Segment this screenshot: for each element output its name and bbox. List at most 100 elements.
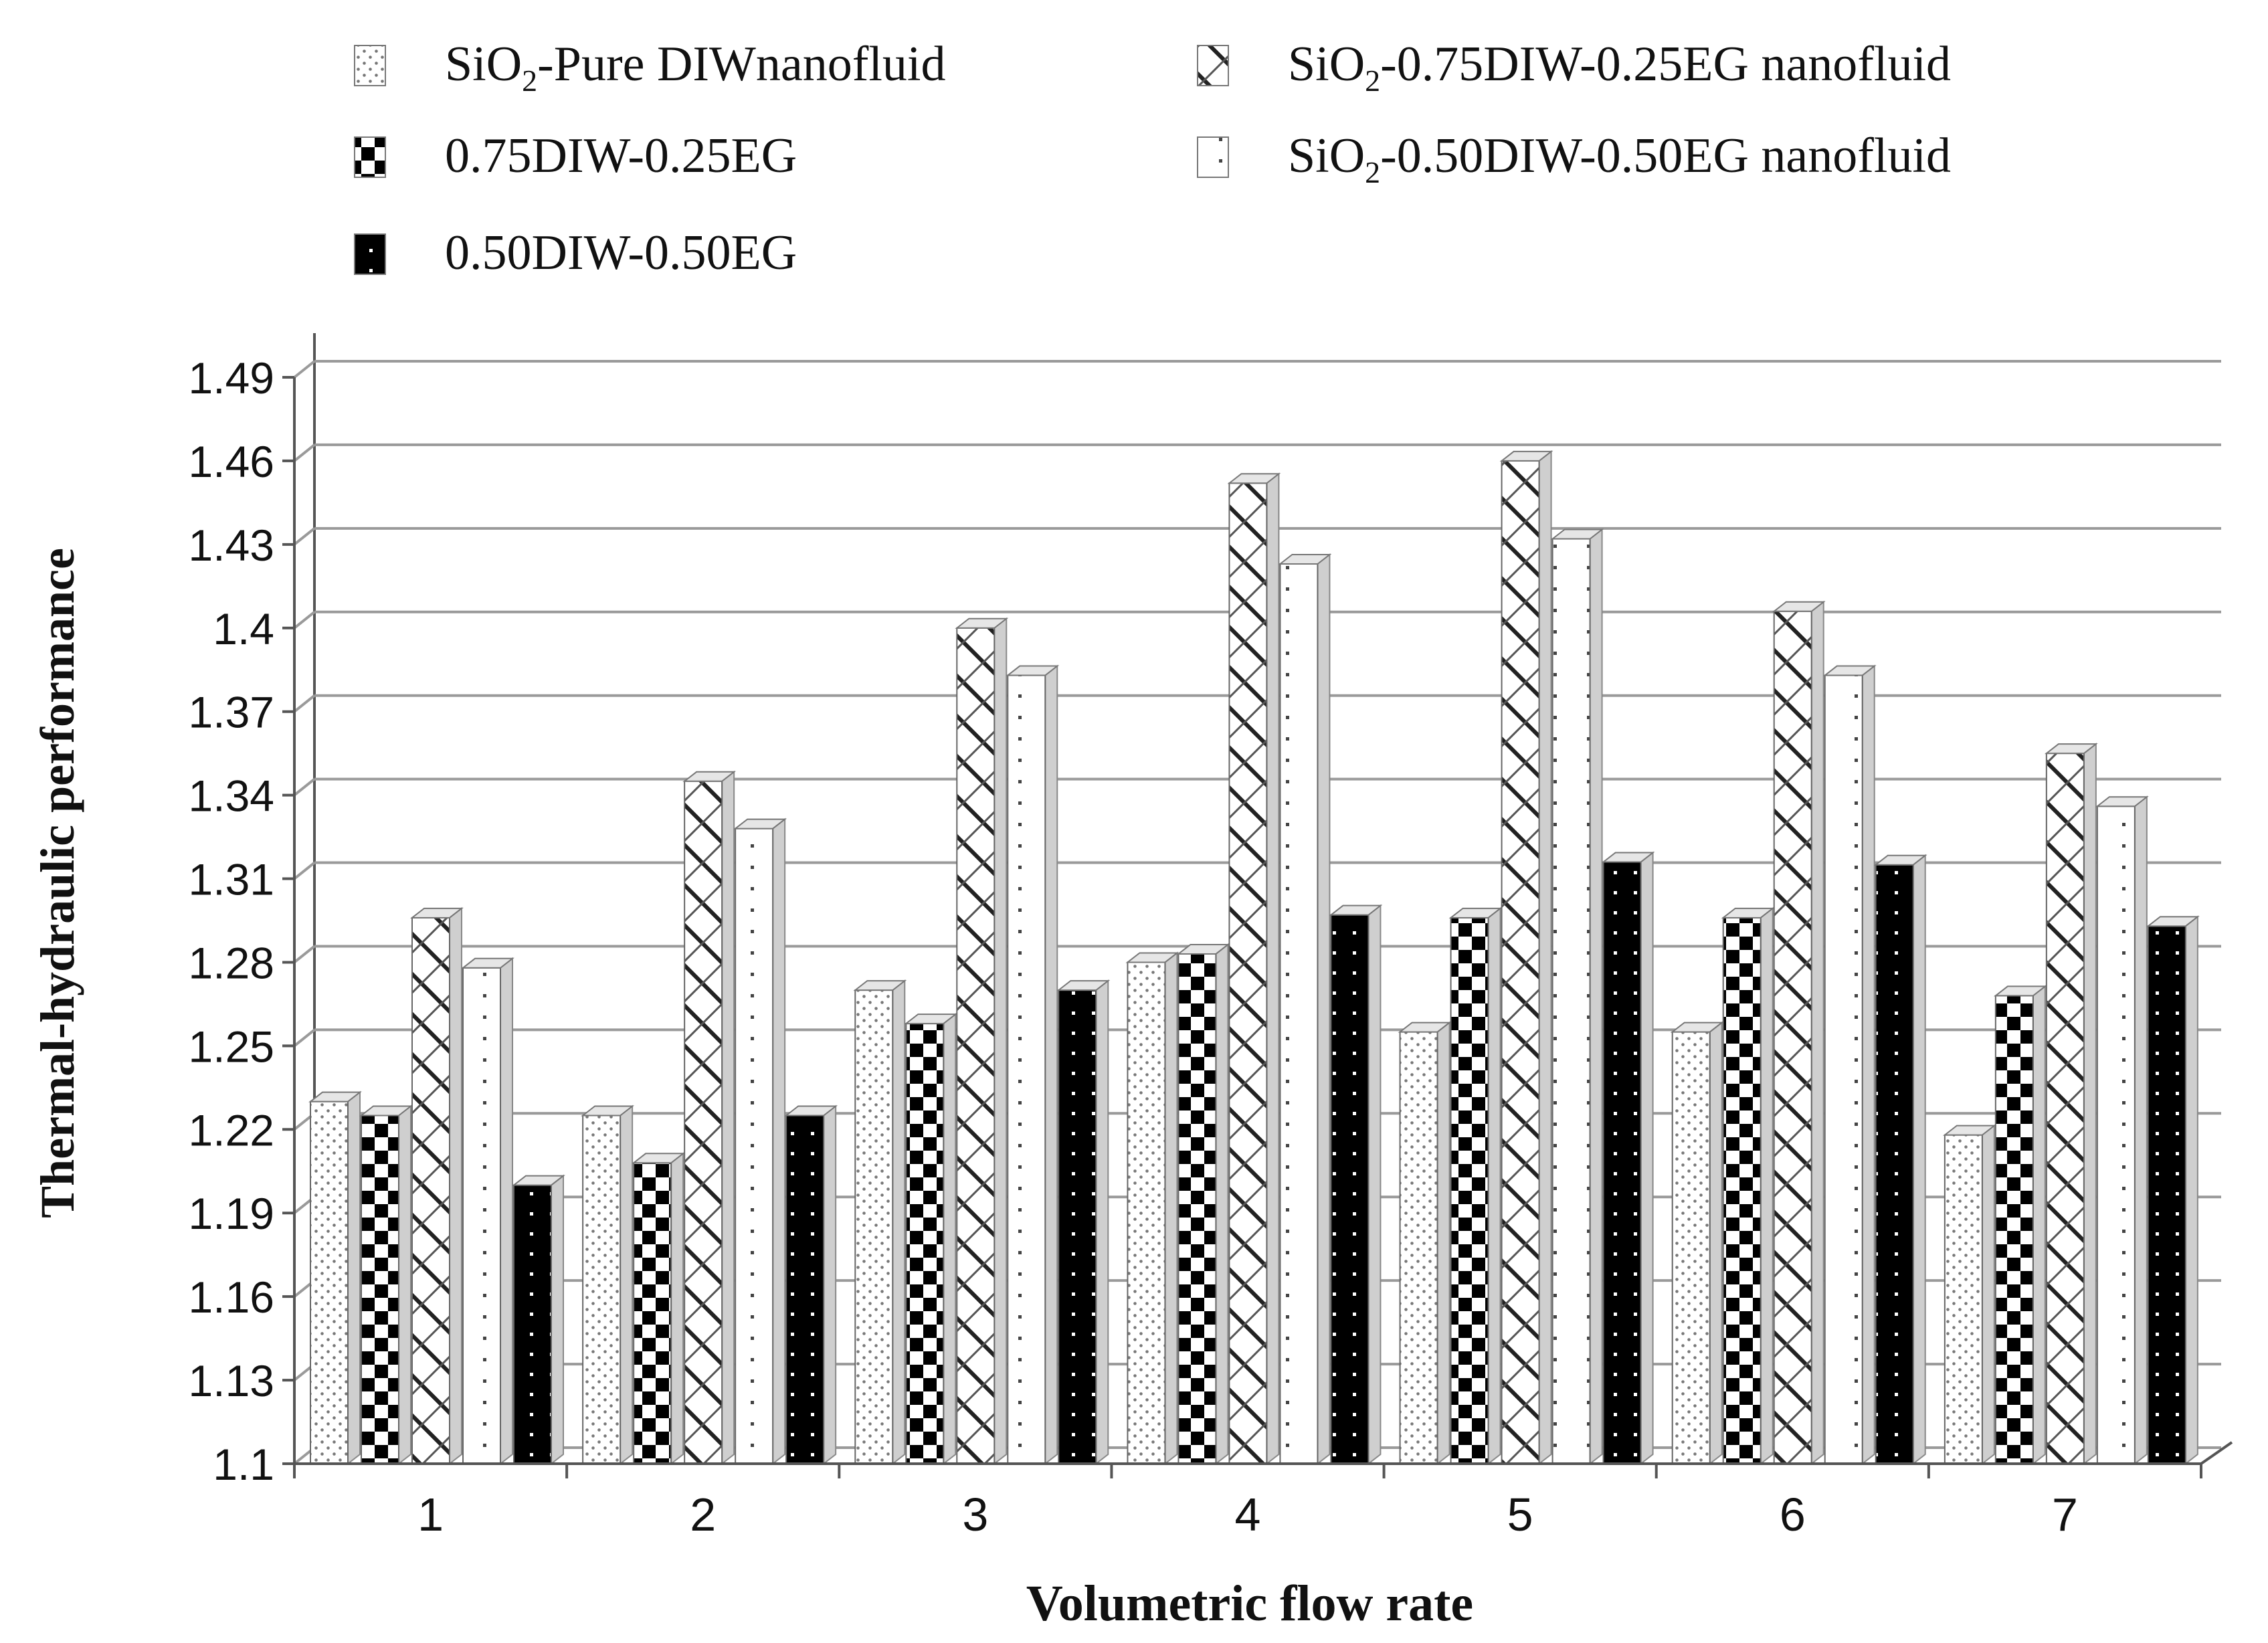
bar bbox=[2146, 915, 2200, 1466]
bar-top bbox=[1125, 952, 1179, 963]
bar-side bbox=[1912, 854, 1926, 1466]
bar bbox=[2044, 743, 2098, 1466]
y-tick-label: 1.4 bbox=[213, 604, 274, 654]
x-tick-label: 6 bbox=[1780, 1488, 1806, 1541]
bar-side bbox=[1760, 906, 1774, 1466]
bar-side bbox=[1640, 851, 1654, 1466]
bar-front bbox=[1602, 861, 1642, 1464]
bar bbox=[2095, 795, 2149, 1466]
bar bbox=[955, 617, 1009, 1466]
bar-front bbox=[1501, 460, 1540, 1464]
bar-side bbox=[1589, 528, 1603, 1466]
bar-top bbox=[410, 907, 464, 919]
y-tick-label: 1.34 bbox=[189, 771, 274, 821]
bar bbox=[682, 770, 737, 1466]
y-tick-label: 1.49 bbox=[189, 353, 274, 403]
legend-item: SiO2-0.75DIW-0.25EG nanofluid bbox=[1197, 37, 1951, 98]
bar bbox=[1942, 1124, 1996, 1466]
gridline-diagonal bbox=[293, 945, 316, 964]
legend-swatch bbox=[1197, 136, 1229, 178]
bar-front bbox=[684, 780, 723, 1465]
legend-item: 0.75DIW-0.25EG bbox=[354, 128, 797, 183]
bar-top bbox=[1398, 1022, 1452, 1033]
x-tick-label: 1 bbox=[417, 1488, 444, 1541]
bar-side bbox=[670, 1152, 684, 1466]
bar bbox=[1499, 450, 1553, 1466]
bar bbox=[308, 1090, 362, 1466]
bar-top bbox=[2095, 796, 2149, 807]
y-tick-label: 1.1 bbox=[213, 1440, 274, 1489]
gridline-diagonal bbox=[293, 1028, 316, 1047]
x-tick-label: 3 bbox=[962, 1488, 988, 1541]
bar-side bbox=[347, 1090, 361, 1466]
bar-top bbox=[784, 1105, 838, 1117]
y-tick-label: 1.43 bbox=[189, 520, 274, 570]
bar bbox=[904, 1013, 958, 1466]
bar bbox=[1993, 985, 2047, 1466]
gridline-diagonal bbox=[293, 444, 316, 462]
bar-top bbox=[512, 1175, 565, 1186]
bar-front bbox=[1671, 1031, 1711, 1464]
legend-label-rest: -Pure DIWnanofluid bbox=[537, 37, 945, 92]
bar-top bbox=[1721, 907, 1775, 919]
bar-front bbox=[361, 1115, 399, 1464]
bar-front bbox=[956, 627, 996, 1464]
legend-label: SiO2-0.50DIW-0.50EG nanofluid bbox=[1288, 128, 1951, 189]
bar-side bbox=[2083, 743, 2097, 1466]
bar-side bbox=[1709, 1021, 1723, 1466]
bar-front bbox=[1399, 1031, 1438, 1464]
x-tick-label: 2 bbox=[690, 1488, 716, 1541]
legend-item: SiO2-Pure DIWnanofluid bbox=[354, 37, 945, 98]
bar-side bbox=[2184, 915, 2198, 1466]
bar-side bbox=[2134, 795, 2148, 1466]
x-axis-label: Volumetric flow rate bbox=[1026, 1575, 1473, 1632]
legend-item: 0.50DIW-0.50EG bbox=[354, 225, 797, 280]
y-axis-label: Thermal-hydraulic performance bbox=[31, 548, 84, 1218]
y-tick-label: 1.19 bbox=[189, 1189, 274, 1238]
bar bbox=[784, 1104, 838, 1466]
bar-front bbox=[854, 989, 894, 1464]
y-tick-label: 1.28 bbox=[189, 938, 274, 987]
bar-side bbox=[551, 1174, 564, 1466]
bar-front bbox=[513, 1184, 552, 1464]
legend-label: 0.75DIW-0.25EG bbox=[445, 128, 797, 183]
bar-top bbox=[1056, 980, 1111, 991]
bar-top bbox=[955, 617, 1009, 629]
bar-front bbox=[1228, 482, 1268, 1465]
bar-side bbox=[2032, 985, 2046, 1466]
bar-top bbox=[904, 1013, 958, 1025]
bar-top bbox=[1822, 665, 1877, 676]
floor-edge bbox=[2200, 1441, 2233, 1465]
bar bbox=[1125, 951, 1179, 1466]
legend-swatch bbox=[354, 136, 386, 178]
bar-top bbox=[1006, 665, 1060, 676]
legend-label-main: 0.50DIW-0.50EG bbox=[445, 225, 797, 280]
bar-front bbox=[462, 967, 501, 1465]
legend-label-main: SiO bbox=[445, 37, 522, 92]
y-tick-label: 1.46 bbox=[189, 437, 274, 486]
bar-top bbox=[1227, 473, 1281, 484]
bar-side bbox=[620, 1104, 634, 1466]
bar-side bbox=[943, 1013, 957, 1466]
y-tick-label: 1.25 bbox=[189, 1022, 274, 1071]
bar-top bbox=[308, 1091, 362, 1102]
bar bbox=[1550, 528, 1604, 1466]
bar-front bbox=[1279, 563, 1319, 1464]
bar-front bbox=[1058, 989, 1097, 1464]
bar-side bbox=[1215, 943, 1229, 1466]
bar-top bbox=[1448, 907, 1503, 919]
bar-side bbox=[1487, 906, 1501, 1466]
x-tick-label: 4 bbox=[1235, 1488, 1261, 1541]
bar-side bbox=[1538, 450, 1552, 1466]
legend-label-subscript: 2 bbox=[1365, 155, 1380, 189]
bar bbox=[1056, 979, 1111, 1466]
legend-label-rest: -0.50DIW-0.50EG nanofluid bbox=[1380, 128, 1951, 183]
bar-side bbox=[892, 979, 906, 1466]
x-tick-label: 5 bbox=[1507, 1488, 1533, 1541]
legend-swatch bbox=[354, 45, 386, 86]
bar-top bbox=[733, 818, 787, 830]
bar-top bbox=[1942, 1125, 1996, 1136]
bar-side bbox=[1436, 1021, 1450, 1466]
bar-top bbox=[1176, 943, 1230, 955]
